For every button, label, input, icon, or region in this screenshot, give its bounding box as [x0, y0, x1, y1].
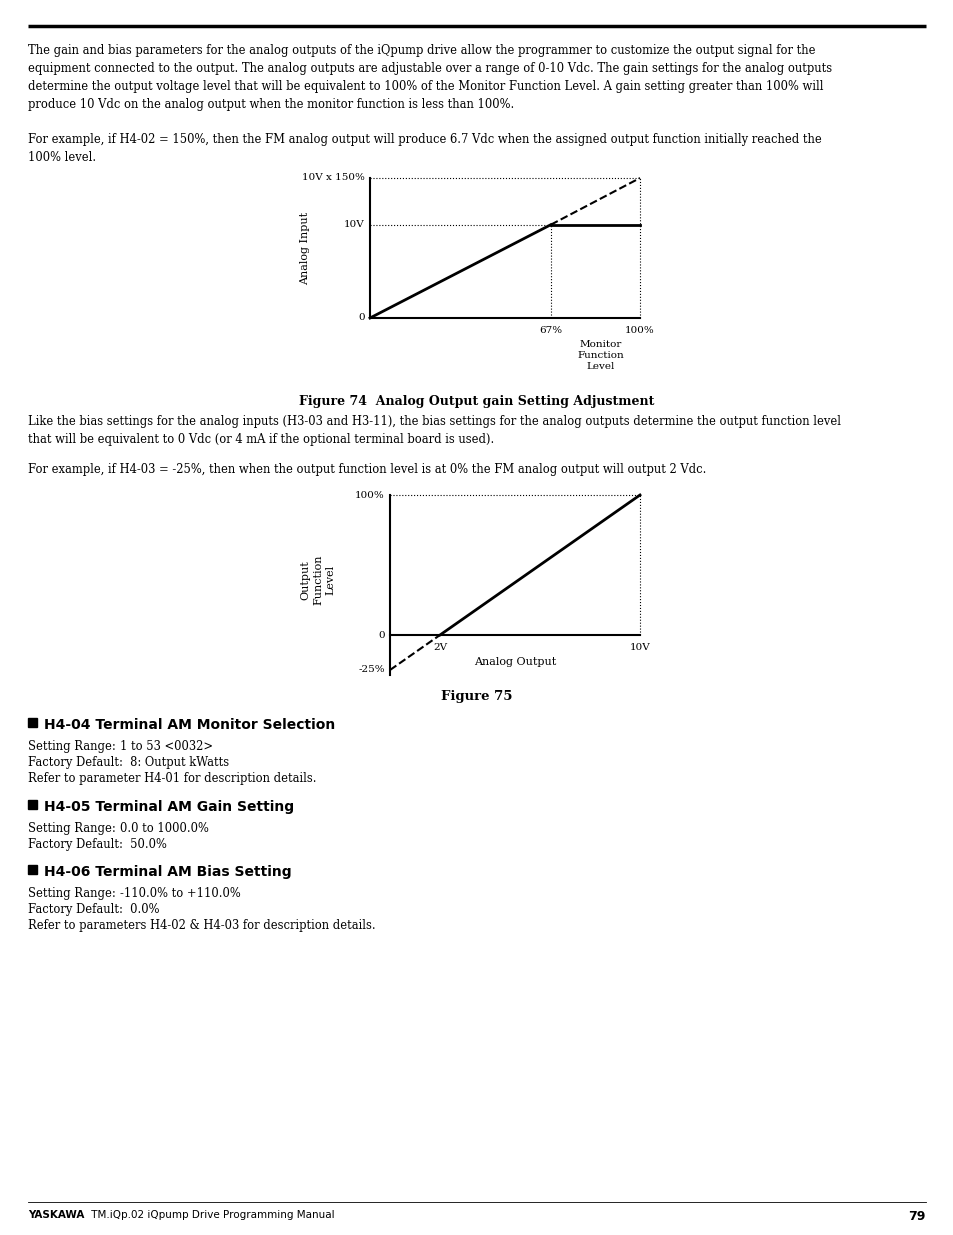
Text: Factory Default:  0.0%: Factory Default: 0.0% [28, 903, 159, 916]
Text: Setting Range:: Setting Range: [28, 823, 115, 835]
Text: TM.iQp.02 iQpump Drive Programming Manual: TM.iQp.02 iQpump Drive Programming Manua… [88, 1210, 335, 1220]
Text: 0: 0 [358, 314, 365, 322]
Text: Figure 75: Figure 75 [441, 690, 512, 703]
Text: 79: 79 [907, 1210, 925, 1223]
Text: For example, if H4-02 = 150%, then the FM analog output will produce 6.7 Vdc whe: For example, if H4-02 = 150%, then the F… [28, 133, 821, 164]
Text: 2V: 2V [433, 643, 447, 652]
Text: Output
Function
Level: Output Function Level [300, 555, 335, 605]
Text: 67%: 67% [538, 326, 562, 335]
Text: Factory Default:  8: Output kWatts: Factory Default: 8: Output kWatts [28, 756, 229, 769]
Text: Monitor
Function
Level: Monitor Function Level [577, 340, 623, 372]
Text: For example, if H4-03 = -25%, then when the output function level is at 0% the F: For example, if H4-03 = -25%, then when … [28, 463, 705, 475]
Text: H4-05 Terminal AM Gain Setting: H4-05 Terminal AM Gain Setting [44, 800, 294, 814]
Text: YASKAWA: YASKAWA [28, 1210, 84, 1220]
Text: 100%: 100% [624, 326, 654, 335]
Text: Like the bias settings for the analog inputs (H3-03 and H3-11), the bias setting: Like the bias settings for the analog in… [28, 415, 841, 446]
Bar [28, 800, 37, 809]
Text: 10V x 150%: 10V x 150% [302, 173, 365, 183]
Bar [28, 718, 37, 727]
Text: H4-04 Terminal AM Monitor Selection: H4-04 Terminal AM Monitor Selection [44, 718, 335, 732]
Text: 1 to 53 <0032>: 1 to 53 <0032> [120, 740, 213, 753]
Text: Analog Input: Analog Input [299, 211, 310, 284]
Text: 10V: 10V [344, 220, 365, 230]
Text: -25%: -25% [358, 666, 385, 674]
Text: The gain and bias parameters for the analog outputs of the iQpump drive allow th: The gain and bias parameters for the ana… [28, 44, 831, 111]
Text: 0.0 to 1000.0%: 0.0 to 1000.0% [120, 823, 209, 835]
Text: Refer to parameters H4-02 & H4-03 for description details.: Refer to parameters H4-02 & H4-03 for de… [28, 919, 375, 932]
Bar [28, 864, 37, 874]
Text: H4-06 Terminal AM Bias Setting: H4-06 Terminal AM Bias Setting [44, 864, 292, 879]
Text: Factory Default:  50.0%: Factory Default: 50.0% [28, 839, 167, 851]
Text: Figure 74  Analog Output gain Setting Adjustment: Figure 74 Analog Output gain Setting Adj… [299, 395, 654, 408]
Text: 100%: 100% [355, 490, 385, 499]
Text: Setting Range:: Setting Range: [28, 887, 115, 900]
Text: Analog Output: Analog Output [474, 657, 556, 667]
Text: 10V: 10V [629, 643, 650, 652]
Text: Setting Range:: Setting Range: [28, 740, 115, 753]
Text: 0: 0 [378, 631, 385, 640]
Text: Refer to parameter H4-01 for description details.: Refer to parameter H4-01 for description… [28, 772, 316, 785]
Text: -110.0% to +110.0%: -110.0% to +110.0% [120, 887, 240, 900]
